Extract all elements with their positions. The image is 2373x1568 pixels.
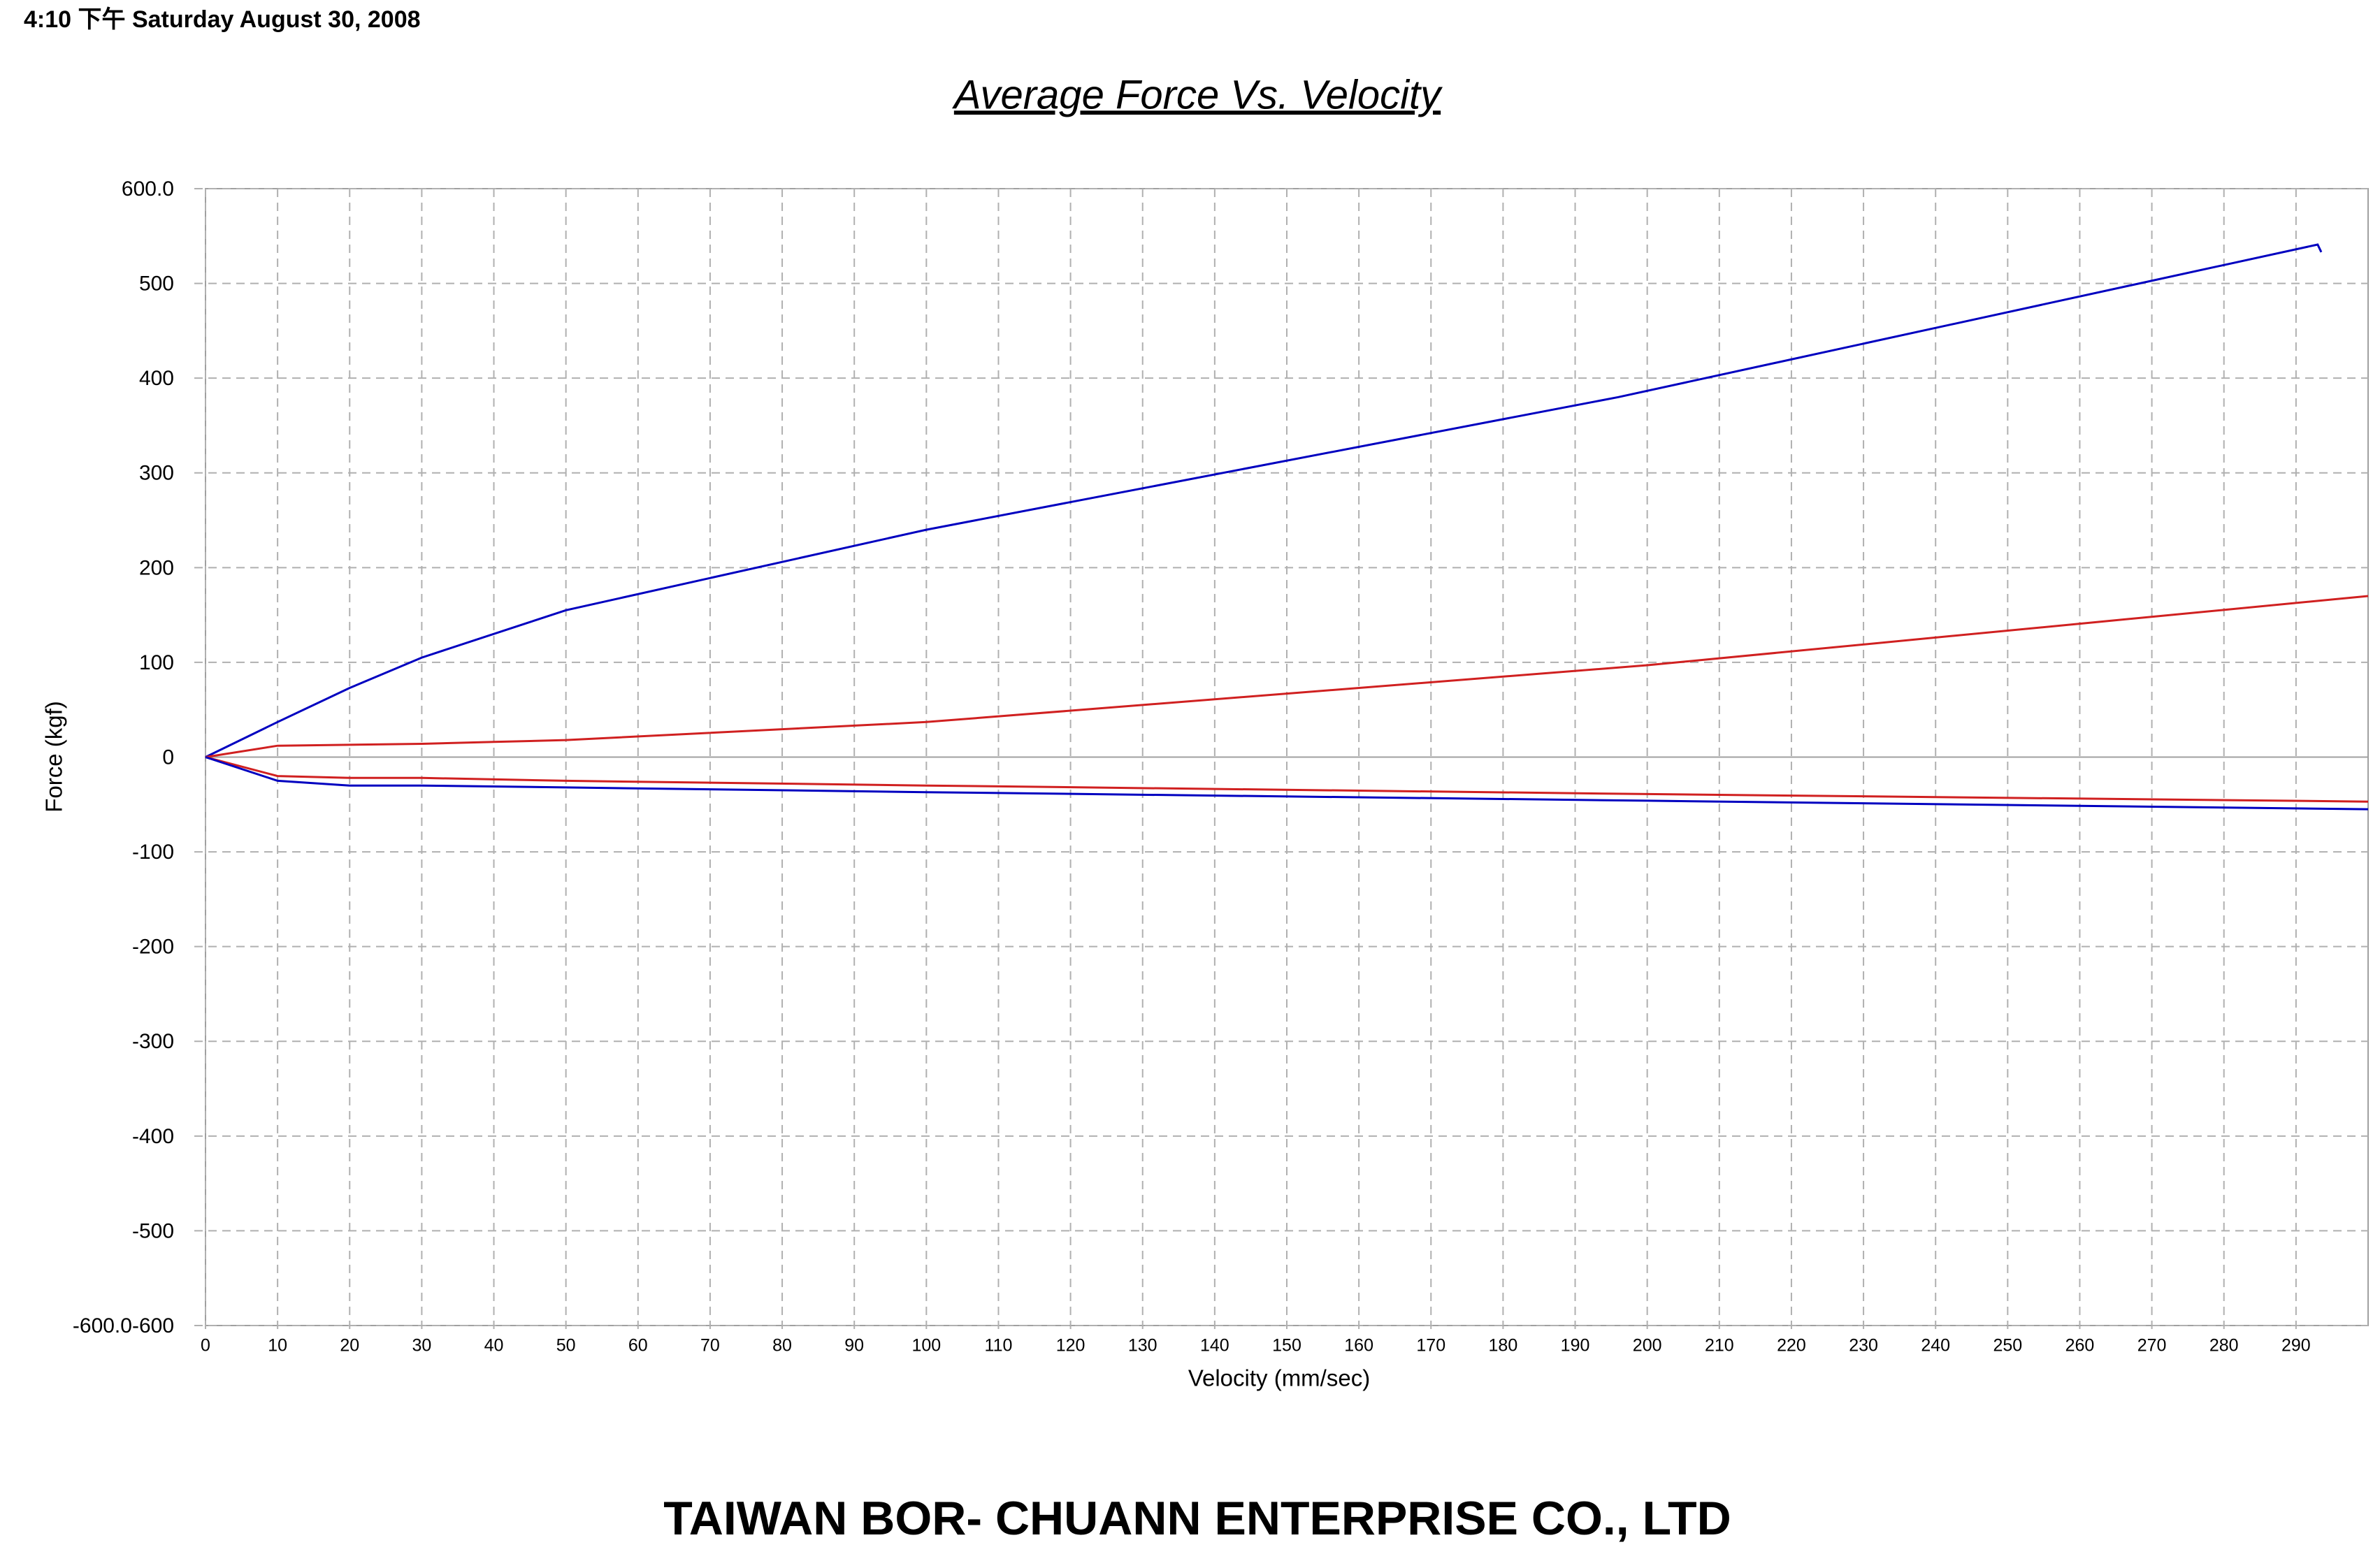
x-tick-label: 140 <box>1200 1336 1229 1356</box>
x-tick-label: 20 <box>340 1336 359 1356</box>
y-tick-label: -600.0-600 <box>73 1314 174 1337</box>
x-tick-label: 10 <box>268 1336 287 1356</box>
x-tick-label: 60 <box>628 1336 648 1356</box>
x-tick-label: 100 <box>911 1336 941 1356</box>
series-line <box>205 243 2323 758</box>
x-tick-label: 40 <box>484 1336 504 1356</box>
x-tick-label: 90 <box>844 1336 864 1356</box>
x-tick-label: 0 <box>201 1336 210 1356</box>
x-tick-label: 280 <box>2209 1336 2239 1356</box>
y-axis-label: Force (kgf) <box>41 701 67 813</box>
x-tick-label: 50 <box>556 1336 576 1356</box>
footer: TAIWAN BOR- CHUANN ENTERPRISE CO., LTD <box>663 1492 1731 1545</box>
x-tick-label: 220 <box>1777 1336 1806 1356</box>
x-tick-label: 170 <box>1416 1336 1445 1356</box>
y-tick-label: 300 <box>139 462 174 485</box>
x-tick-label: 240 <box>1921 1336 1950 1356</box>
x-tick-label: 70 <box>700 1336 720 1356</box>
header: 4:10 下午 Saturday August 30, 2008 <box>24 6 421 33</box>
x-axis-label: Velocity (mm/sec) <box>1188 1365 1370 1391</box>
x-tick-label: 110 <box>985 1336 1013 1356</box>
y-tick-label: -300 <box>132 1030 174 1053</box>
y-tick-label: -500 <box>132 1219 174 1242</box>
x-tick-label: 30 <box>412 1336 431 1356</box>
y-tick-label: -100 <box>132 841 174 864</box>
y-tick-label: 100 <box>139 651 174 674</box>
x-tick-label: 120 <box>1056 1336 1085 1356</box>
x-tick-label: 250 <box>1993 1336 2022 1356</box>
x-tick-label: 210 <box>1705 1336 1734 1356</box>
x-tick-label: 290 <box>2281 1336 2311 1356</box>
x-tick-label: 130 <box>1128 1336 1157 1356</box>
y-tick-label: 500 <box>139 273 174 296</box>
y-tick-label: 400 <box>139 367 174 390</box>
x-tick-label: 190 <box>1561 1336 1590 1356</box>
x-tick-label: 270 <box>2137 1336 2167 1356</box>
x-tick-label: 150 <box>1272 1336 1301 1356</box>
series-line <box>205 756 2369 803</box>
x-tick-label: 80 <box>772 1336 792 1356</box>
series-line <box>205 756 2369 811</box>
series-line <box>205 595 2369 758</box>
x-tick-label: 260 <box>2065 1336 2095 1356</box>
x-tick-label: 200 <box>1633 1336 1662 1356</box>
y-tick-label: -400 <box>132 1125 174 1148</box>
x-tick-label: 180 <box>1489 1336 1518 1356</box>
x-tick-label: 230 <box>1849 1336 1878 1356</box>
chart-title: Average Force Vs. Velocity <box>952 72 1443 117</box>
y-tick-label: 200 <box>139 556 174 579</box>
y-tick-label: 0 <box>162 746 174 769</box>
y-tick-label: -200 <box>132 936 174 959</box>
x-tick-label: 160 <box>1344 1336 1373 1356</box>
y-tick-label: 600.0 <box>122 177 174 201</box>
